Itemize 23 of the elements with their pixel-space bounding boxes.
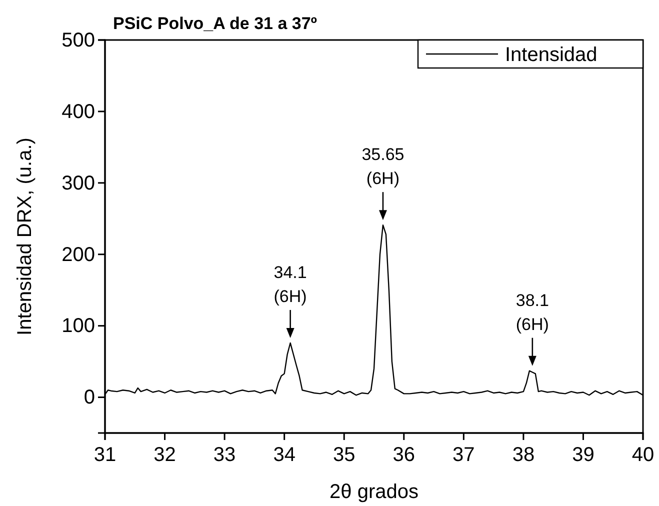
annotation: 34.1 (6H) (274, 262, 307, 306)
x-tick-label: 34 (273, 444, 296, 466)
annotation: 38.1 (6H) (516, 290, 549, 334)
y-tick-label: 300 (62, 172, 95, 194)
y-tick-label: 0 (84, 386, 95, 409)
x-tick-label: 35 (332, 444, 356, 466)
x-tick-label: 31 (94, 444, 116, 466)
x-axis-title: 2θ grados (330, 481, 418, 503)
x-tick-label: 38 (512, 444, 535, 466)
chart-title: PSiC Polvo_A de 31 a 37º (113, 14, 317, 33)
x-tick-label: 33 (213, 444, 236, 466)
y-tick-label: 100 (62, 315, 95, 338)
y-tick-label: 500 (62, 29, 95, 52)
annotation: 35.65 (6H) (362, 145, 404, 188)
y-tick-label: 200 (62, 244, 95, 266)
y-tick-label: 400 (62, 100, 95, 123)
x-tick-label: 36 (392, 444, 416, 466)
legend-label: Intensidad (505, 44, 598, 66)
x-tick-label: 37 (452, 444, 475, 466)
x-tick-label: 32 (154, 444, 176, 466)
x-tick-label: 40 (632, 444, 654, 466)
y-axis-title: Intensidad DRX, (u.a.) (14, 138, 36, 336)
x-tick-label: 39 (572, 444, 594, 466)
